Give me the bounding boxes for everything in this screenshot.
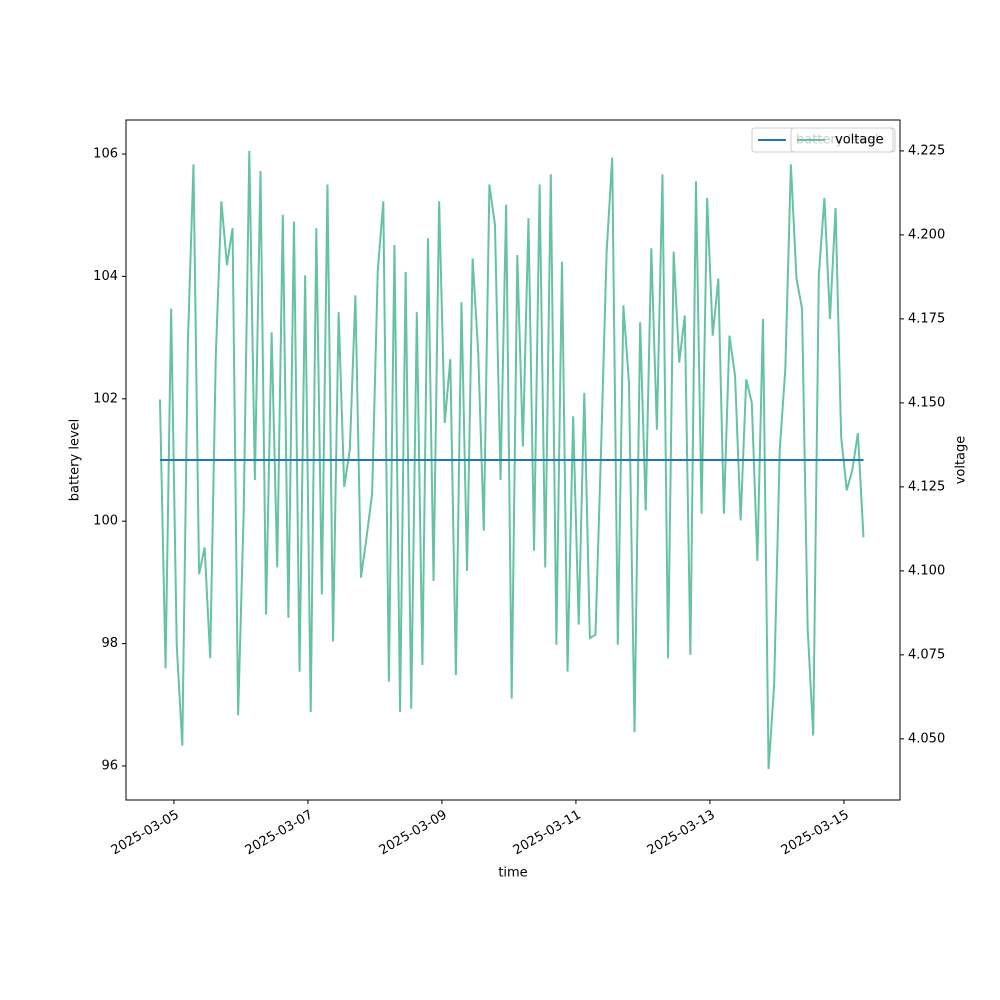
y2-tick-label: 4.075 [908,647,945,662]
y-tick-label: 102 [93,391,118,406]
y2-tick-label: 4.225 [908,143,945,158]
y-tick-label: 96 [101,758,118,773]
y-tick-label: 104 [93,269,118,284]
series-line [158,150,865,770]
y-tick-label: 100 [93,514,118,529]
y-tick-label: 106 [93,147,118,162]
legend-box [790,127,894,153]
y-axis-label: battery level [68,419,83,502]
legend: voltage [790,127,894,153]
y2-axis-label: voltage [954,436,969,485]
y2-tick-label: 4.175 [908,311,945,326]
legend-label: voltage [835,133,884,148]
y2-tick-label: 4.125 [908,479,945,494]
y2-tick-label: 4.200 [908,227,945,242]
y-tick-label: 98 [101,636,118,651]
y2-tick-label: 4.050 [908,731,945,746]
plot-frame [125,119,901,801]
y2-tick-label: 4.150 [908,395,945,410]
x-axis-label: time [498,866,527,881]
y2-tick-label: 4.100 [908,563,945,578]
